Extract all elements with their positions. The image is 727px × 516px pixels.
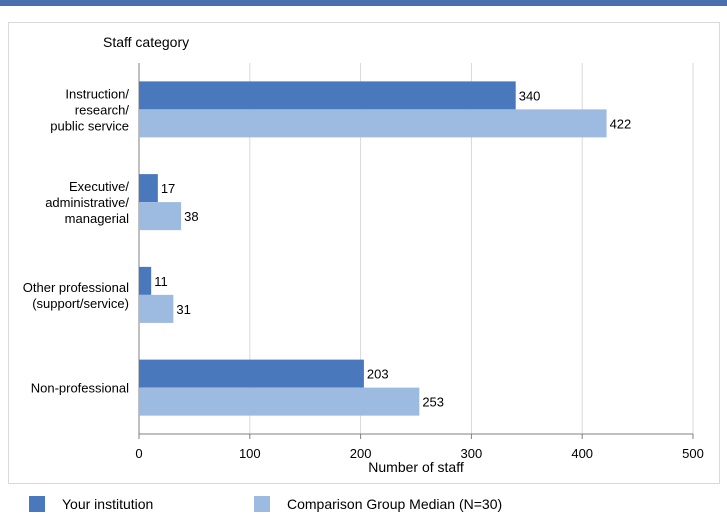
legend-label-comparison: Comparison Group Median (N=30) xyxy=(287,496,503,512)
staff-bar-chart: Staff category 0 100 200 300 400 500 340 422 Ins… xyxy=(23,34,704,475)
bar-institution xyxy=(139,266,152,295)
data-label-comparison: 38 xyxy=(184,209,198,224)
category-label-line: research/ xyxy=(75,102,130,117)
x-tick-label: 300 xyxy=(461,446,483,461)
x-tick-label: 200 xyxy=(350,446,372,461)
y-axis-title: Staff category xyxy=(103,34,189,50)
category-label: Other professional (support/service) xyxy=(23,280,129,311)
legend-swatch-comparison xyxy=(254,496,270,512)
category-label: Instruction/research/public service xyxy=(50,86,129,133)
category-label-line: Executive/ xyxy=(69,179,129,194)
category-label: Non-professional xyxy=(31,381,129,396)
data-label-institution: 11 xyxy=(154,274,168,289)
top-accent-rule xyxy=(0,0,727,6)
x-tick-label: 500 xyxy=(682,446,704,461)
bar-institution xyxy=(139,174,158,203)
legend-item-institution: Your institution xyxy=(29,496,153,512)
legend-swatch-institution xyxy=(29,496,45,512)
bar-layer xyxy=(139,81,607,416)
x-tick-label: 100 xyxy=(239,446,261,461)
data-label-institution: 17 xyxy=(161,181,175,196)
bar-comparison xyxy=(139,202,182,231)
category-label-line: Non-professional xyxy=(31,381,129,396)
x-axis-title: Number of staff xyxy=(368,459,464,475)
category-label-line: administrative/ xyxy=(45,195,129,210)
bar-comparison xyxy=(139,387,420,416)
legend-item-comparison: Comparison Group Median (N=30) xyxy=(254,496,502,512)
category-label-line: Other professional xyxy=(23,280,129,295)
category-label-line: public service xyxy=(50,118,129,133)
data-label-comparison: 422 xyxy=(610,116,632,131)
x-tick-label: 400 xyxy=(571,446,593,461)
bar-institution xyxy=(139,359,364,388)
label-layer: 0 100 200 300 400 500 340 422 Instruction/resear… xyxy=(23,86,704,461)
legend-label-institution: Your institution xyxy=(62,496,154,512)
data-label-institution: 340 xyxy=(519,88,541,103)
bar-institution xyxy=(139,81,516,110)
category-label: Executive/administrative/managerial xyxy=(45,179,129,226)
bar-comparison xyxy=(139,109,607,138)
category-label-line: Instruction/ xyxy=(65,86,129,101)
category-label-line: (support/service) xyxy=(32,296,129,311)
data-label-comparison: 31 xyxy=(176,302,190,317)
bar-comparison xyxy=(139,294,174,323)
category-label-line: managerial xyxy=(65,211,129,226)
data-label-comparison: 253 xyxy=(422,395,444,410)
x-tick-label: 0 xyxy=(135,446,142,461)
chart-legend: Your institution Comparison Group Median… xyxy=(0,490,727,516)
data-label-institution: 203 xyxy=(367,367,389,382)
